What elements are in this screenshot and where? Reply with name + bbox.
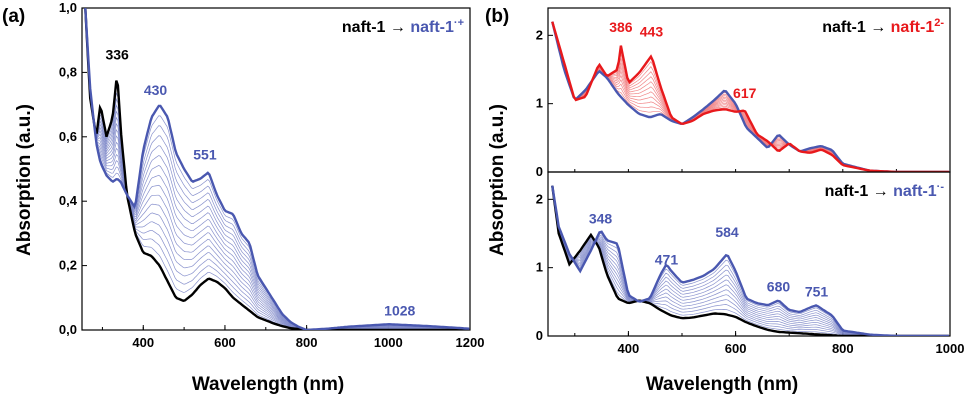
a-ytick-label: 1,0	[59, 0, 77, 15]
a-intermediate-trace	[84, 8, 470, 330]
b-bot-intermediate-trace	[551, 185, 949, 336]
b-bot-intermediate-trace	[551, 185, 949, 336]
b-bot-xtick-label: 800	[832, 341, 854, 356]
a-intermediate-trace	[84, 8, 470, 330]
b-bot-peak-label: 751	[805, 283, 829, 299]
a-peak-label: 430	[144, 82, 168, 98]
b-bot-final-trace	[551, 185, 949, 336]
b-bot-curves	[551, 185, 949, 336]
b-top-final-trace	[551, 21, 949, 172]
a-xtick-label: 400	[132, 335, 154, 350]
a-intermediate-trace	[84, 8, 470, 330]
a-curves	[84, 8, 470, 330]
a-initial-trace	[84, 8, 470, 330]
panel-b: (b) Absorption (a.u.) Wavelength (nm) 0 1…	[485, 6, 964, 395]
panel-b-y-axis-title: Absorption (a.u.)	[487, 104, 508, 256]
panel-a-x-axis-title: Wavelength (nm)	[192, 374, 344, 395]
b-bot-peak-label: 584	[715, 224, 739, 240]
panel-a: (a) Absorption (a.u.) Wavelength (nm) 0,…	[2, 0, 484, 395]
b-top-peak-label: 443	[640, 24, 664, 40]
a-intermediate-trace	[84, 8, 470, 330]
a-xtick-label: 600	[214, 335, 236, 350]
a-peak-label: 551	[193, 146, 217, 162]
b-bot-xtick-label: 400	[618, 341, 640, 356]
b-top-legend: naft-1 → naft-12-	[822, 17, 944, 36]
b-bot-xtick-label: 1000	[936, 341, 965, 356]
b-top-ytick-label: 0	[536, 164, 543, 179]
a-intermediate-trace	[84, 8, 470, 330]
b-bot-intermediate-trace	[551, 185, 949, 336]
panel-a-y-axis-title: Absorption (a.u.)	[14, 104, 35, 256]
b-bot-ytick-label: 0	[536, 328, 543, 343]
a-peak-label: 1028	[384, 303, 415, 319]
a-xtick-label: 1200	[456, 335, 485, 350]
b-bot-peak-label: 348	[589, 210, 613, 226]
b-bot-peak-label: 680	[767, 279, 791, 295]
a-ytick-label: 0,0	[59, 322, 77, 337]
b-bot-intermediate-trace	[551, 185, 949, 336]
b-bot-peak-label: 471	[655, 251, 679, 267]
b-top-ytick-label: 1	[536, 96, 543, 111]
b-bot-intermediate-trace	[551, 185, 949, 336]
a-ytick-label: 0,6	[59, 129, 77, 144]
a-ytick-label: 0,8	[59, 64, 77, 79]
a-intermediate-trace	[84, 8, 470, 330]
b-top-ytick-label: 2	[536, 27, 543, 42]
a-intermediate-trace	[84, 8, 470, 330]
panel-b-bottom-plot-area: 0 1 2 400 600 800 1000 348 471 584 680 751 naft-1 → …	[536, 171, 965, 356]
a-xtick-label: 800	[296, 335, 318, 350]
b-bot-intermediate-trace	[551, 185, 949, 336]
a-ytick-label: 0,4	[59, 193, 78, 208]
a-intermediate-trace	[84, 8, 470, 330]
b-bot-initial-trace	[551, 185, 949, 336]
b-bot-intermediate-trace	[551, 185, 949, 336]
a-legend: naft-1 → naft-1·+	[342, 17, 464, 36]
b-bot-frame	[547, 171, 951, 337]
a-final-trace	[84, 8, 470, 330]
b-bot-intermediate-trace	[551, 185, 949, 336]
a-intermediate-trace	[84, 8, 470, 330]
b-top-curves	[551, 21, 949, 172]
a-intermediate-trace	[84, 8, 470, 330]
b-bot-xtick-label: 600	[725, 341, 747, 356]
b-bot-intermediate-trace	[551, 185, 949, 336]
panel-b-letter: (b)	[485, 6, 509, 27]
b-top-peak-label: 617	[733, 85, 757, 101]
panel-b-top-plot-area: 0 1 2 386 443 617 naft-1 → naft-12-	[536, 7, 951, 179]
panel-a-letter: (a)	[2, 6, 25, 27]
a-xtick-label: 1000	[374, 335, 403, 350]
b-bot-ytick-label: 2	[536, 191, 543, 206]
a-intermediate-trace	[84, 8, 470, 330]
panel-b-x-axis-title: Wavelength (nm)	[646, 374, 798, 395]
panel-a-plot-area: 0,0 0,2 0,4 0,6 0,8 1,0 400 600 800 1000 1200 336 43…	[59, 0, 485, 350]
a-intermediate-trace	[84, 8, 470, 330]
b-bot-intermediate-trace	[551, 185, 949, 336]
a-intermediate-trace	[84, 8, 470, 330]
b-bot-intermediate-trace	[551, 185, 949, 336]
b-top-peak-label: 386	[609, 19, 633, 35]
a-frame	[81, 7, 471, 331]
a-intermediate-trace	[84, 8, 470, 330]
a-peak-label: 336	[105, 47, 129, 63]
a-intermediate-trace	[84, 8, 470, 330]
b-bot-ytick-label: 1	[536, 260, 543, 275]
b-bot-legend: naft-1 → naft-1·-	[825, 181, 945, 200]
a-ytick-label: 0,2	[59, 258, 77, 273]
